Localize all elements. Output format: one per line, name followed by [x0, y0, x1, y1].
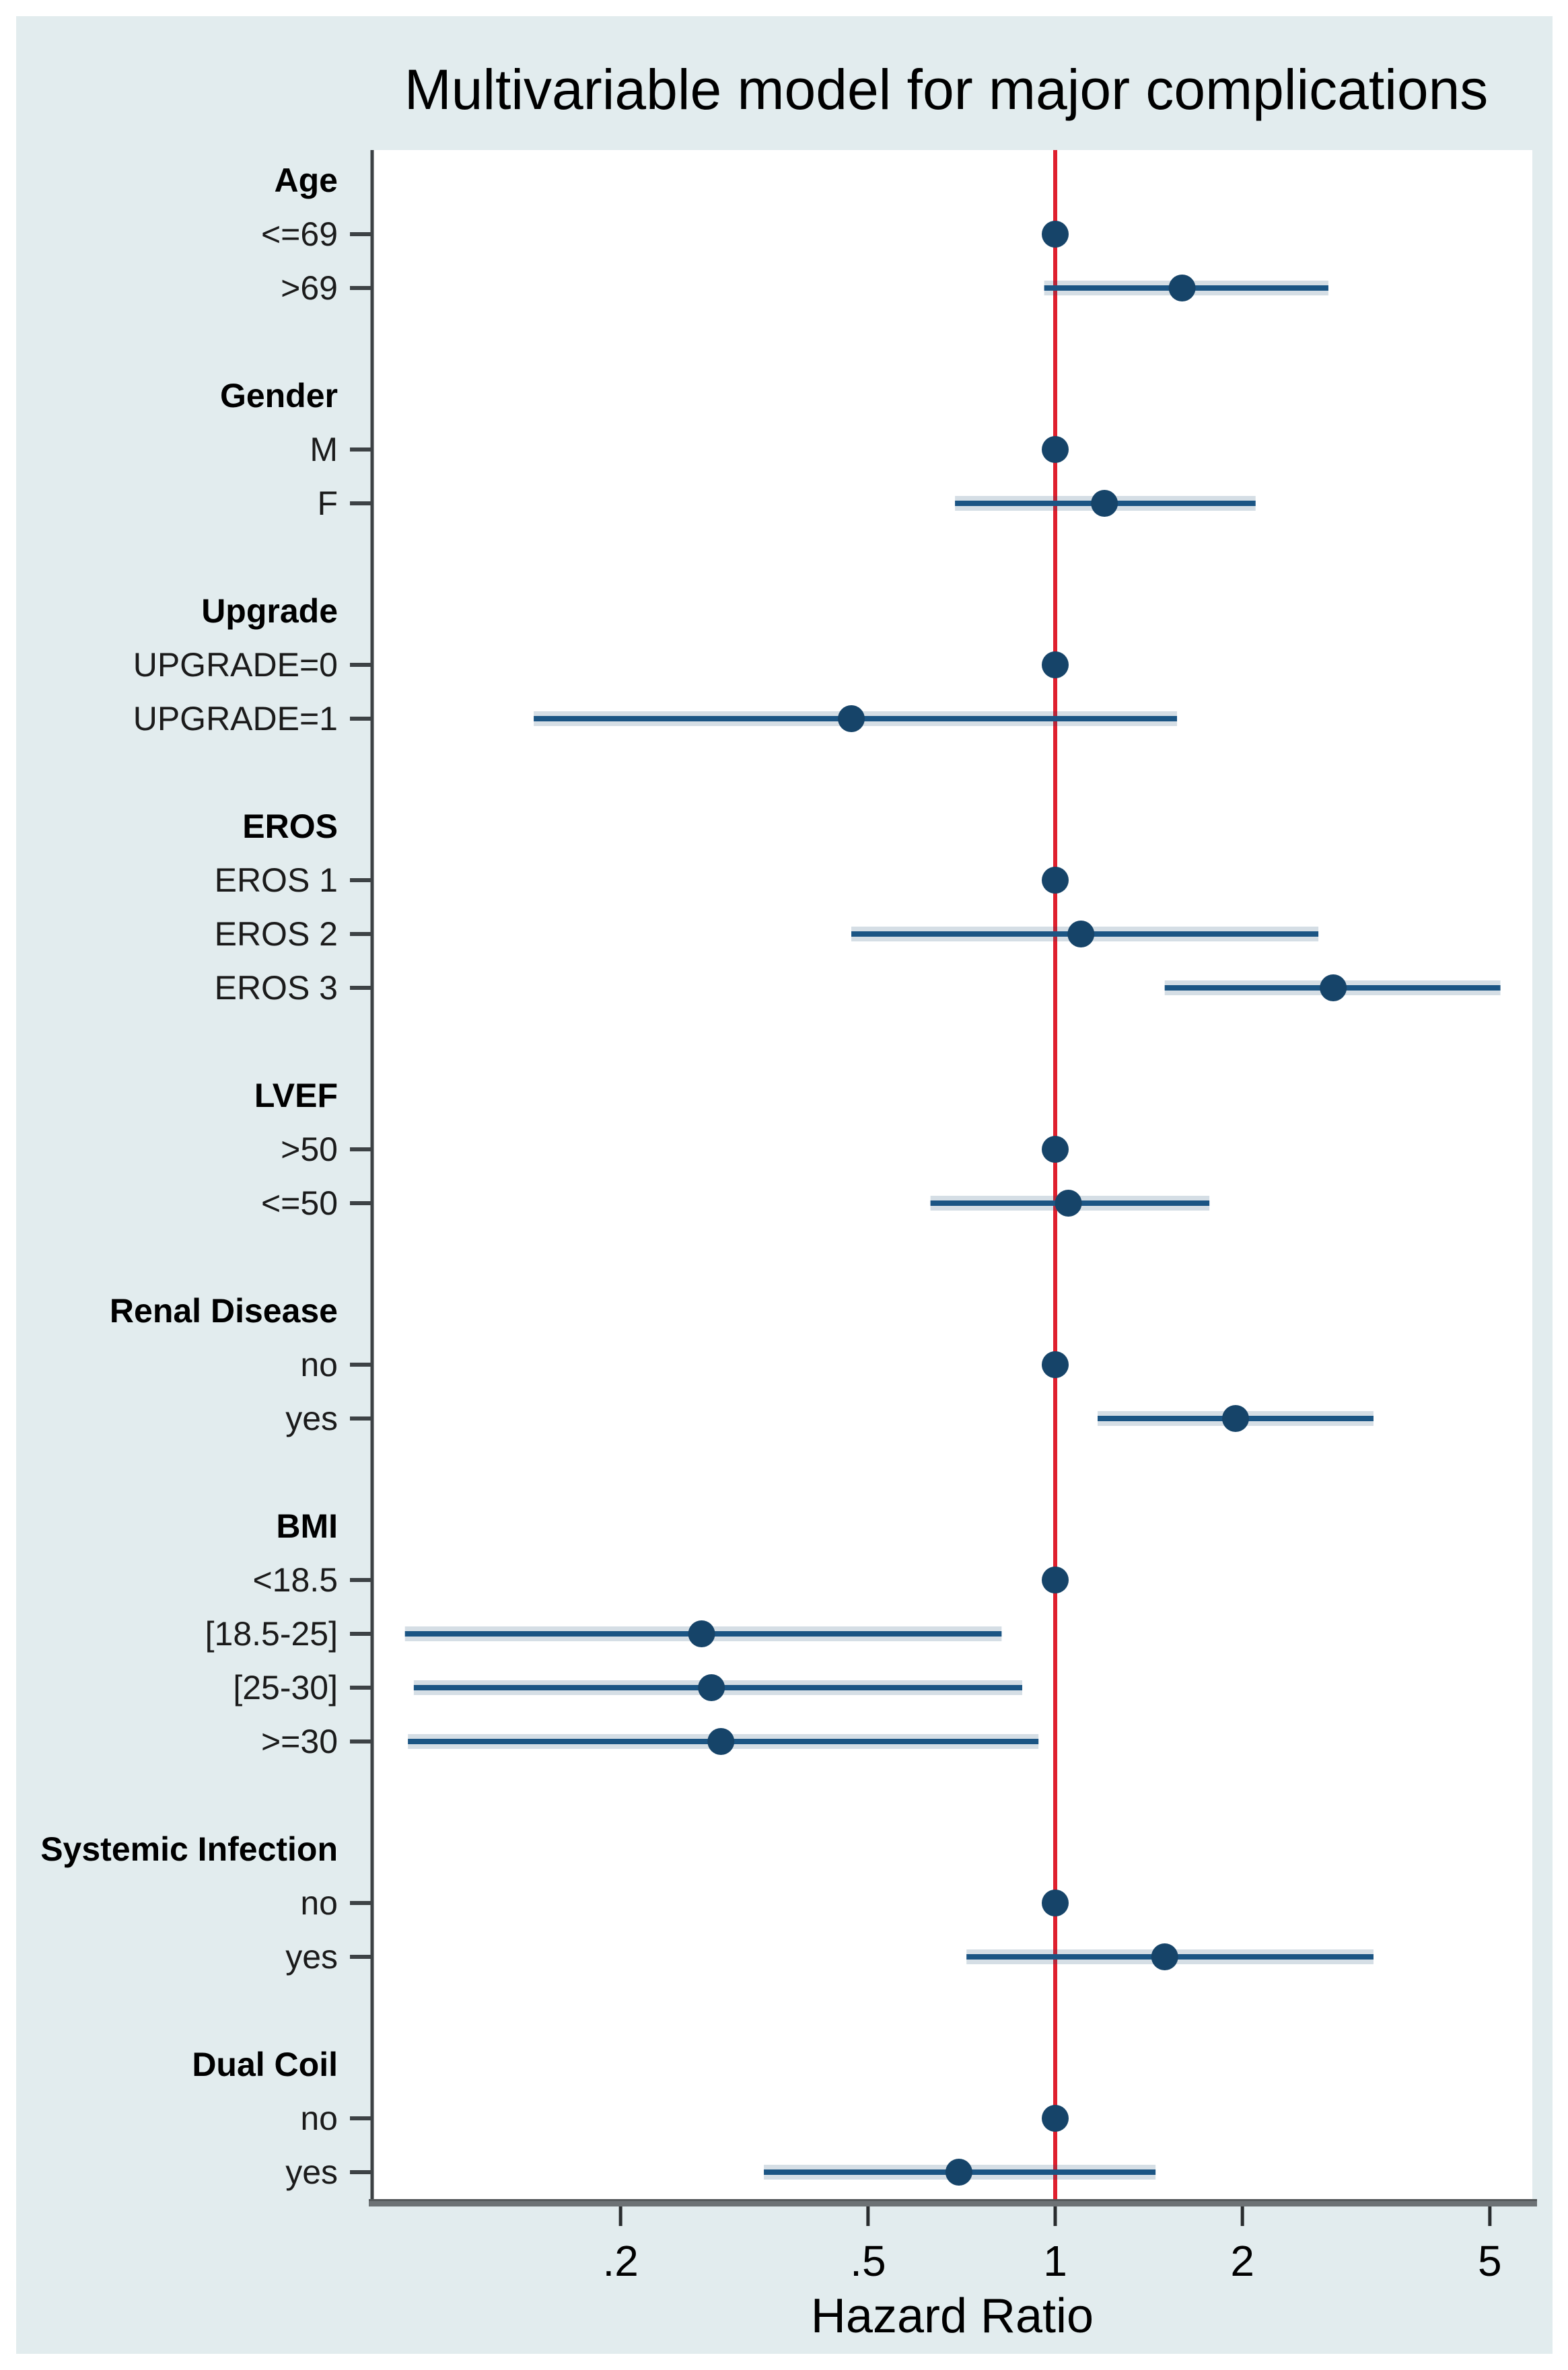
- hazard-ratio-marker: [1067, 921, 1095, 947]
- x-axis-label: Hazard Ratio: [811, 2289, 1094, 2343]
- hazard-ratio-marker: [1042, 1890, 1069, 1916]
- hazard-ratio-marker: [1221, 1405, 1249, 1432]
- group-label: LVEF: [254, 1077, 338, 1114]
- group-label: Upgrade: [201, 592, 338, 630]
- group-label: Age: [275, 161, 338, 199]
- group-label: Renal Disease: [110, 1292, 338, 1330]
- row-label: EROS 3: [215, 969, 338, 1007]
- row-label: <=50: [261, 1184, 338, 1222]
- group-label: EROS: [242, 807, 338, 845]
- row-label: yes: [285, 2153, 338, 2191]
- hazard-ratio-marker: [1091, 490, 1118, 517]
- row-label: >=30: [261, 1723, 338, 1760]
- chart-title: Multivariable model for major complicati…: [404, 58, 1489, 121]
- group-label: BMI: [276, 1507, 338, 1545]
- x-tick-label: .5: [850, 2237, 886, 2285]
- x-axis-line: [369, 2199, 1537, 2206]
- row-label: M: [310, 431, 338, 468]
- plot-area: [372, 150, 1532, 2199]
- row-label: >50: [281, 1130, 338, 1168]
- row-label: <18.5: [252, 1561, 338, 1599]
- row-label: UPGRADE=1: [133, 700, 338, 738]
- hazard-ratio-marker: [1320, 974, 1347, 1001]
- hazard-ratio-marker: [1042, 1351, 1069, 1378]
- row-label: EROS 1: [215, 861, 338, 899]
- hazard-ratio-marker: [1042, 436, 1069, 463]
- hazard-ratio-marker: [1042, 1136, 1069, 1163]
- hazard-ratio-marker: [698, 1674, 725, 1701]
- group-label: Systemic Infection: [40, 1830, 338, 1868]
- hazard-ratio-marker: [1042, 651, 1069, 678]
- hazard-ratio-marker: [945, 2159, 972, 2186]
- row-label: UPGRADE=0: [133, 646, 338, 684]
- row-label: [18.5-25]: [205, 1615, 338, 1653]
- row-label: <=69: [261, 215, 338, 253]
- x-tick-label: 2: [1230, 2237, 1254, 2285]
- group-label: Dual Coil: [192, 2046, 338, 2083]
- row-label: EROS 2: [215, 915, 338, 953]
- row-label: no: [300, 1884, 338, 1922]
- x-tick-label: 1: [1043, 2237, 1067, 2285]
- row-label: no: [300, 1346, 338, 1384]
- row-label: no: [300, 2099, 338, 2137]
- hazard-ratio-marker: [1168, 275, 1196, 301]
- hazard-ratio-marker: [1042, 867, 1069, 894]
- row-label: F: [317, 484, 338, 522]
- row-label: yes: [285, 1938, 338, 1976]
- group-label: Gender: [220, 377, 338, 415]
- hazard-ratio-marker: [1042, 2105, 1069, 2132]
- hazard-ratio-marker: [1151, 1943, 1178, 1970]
- x-tick-label: 5: [1478, 2237, 1502, 2285]
- row-label: yes: [285, 1400, 338, 1437]
- hazard-ratio-marker: [1042, 221, 1069, 248]
- hazard-ratio-marker: [838, 705, 865, 732]
- row-label: >69: [281, 269, 338, 307]
- hazard-ratio-marker: [707, 1728, 735, 1755]
- row-label: [25-30]: [233, 1669, 338, 1707]
- hazard-ratio-marker: [1042, 1567, 1069, 1593]
- plot-layer: Age <=69 >69 Gender MF Upgrade UPGRADE=0 UPGRAD…: [40, 150, 1537, 2285]
- hazard-ratio-marker: [688, 1620, 715, 1647]
- hazard-ratio-marker: [1055, 1190, 1082, 1217]
- x-tick-label: .2: [602, 2237, 638, 2285]
- x-axis-line-edge: [369, 2199, 1537, 2201]
